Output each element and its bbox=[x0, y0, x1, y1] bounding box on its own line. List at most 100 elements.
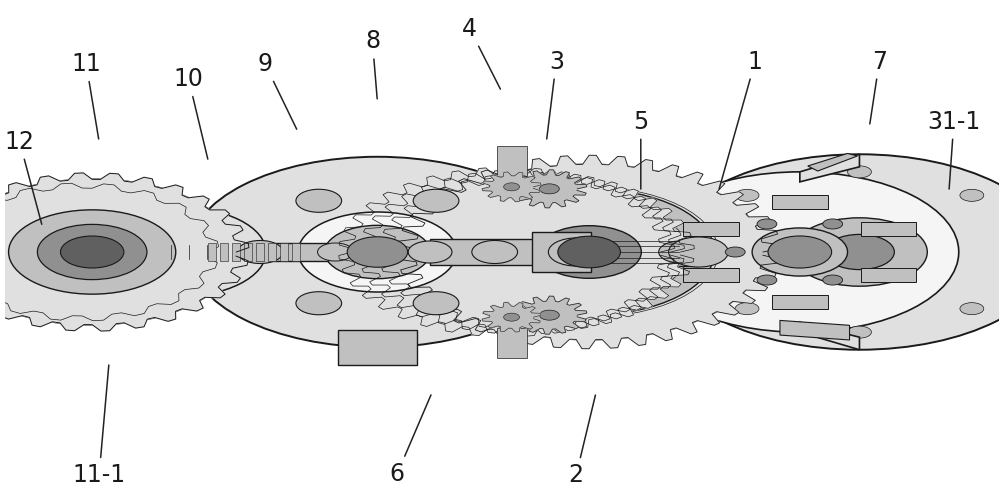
Polygon shape bbox=[512, 170, 587, 208]
Text: 11: 11 bbox=[71, 52, 101, 139]
Circle shape bbox=[87, 207, 266, 297]
Bar bbox=[208, 243, 216, 261]
Circle shape bbox=[0, 179, 236, 325]
Circle shape bbox=[823, 219, 843, 229]
Polygon shape bbox=[800, 154, 859, 182]
Circle shape bbox=[189, 157, 566, 347]
Bar bbox=[683, 268, 739, 282]
Polygon shape bbox=[808, 153, 857, 171]
Circle shape bbox=[669, 237, 728, 267]
Polygon shape bbox=[0, 173, 249, 331]
Bar bbox=[280, 243, 288, 261]
Circle shape bbox=[504, 183, 520, 191]
Circle shape bbox=[298, 212, 457, 292]
Circle shape bbox=[464, 189, 714, 315]
Circle shape bbox=[752, 228, 848, 276]
Text: 1: 1 bbox=[719, 49, 763, 189]
Circle shape bbox=[325, 225, 430, 279]
Polygon shape bbox=[800, 322, 859, 350]
Bar bbox=[430, 239, 541, 265]
Circle shape bbox=[848, 326, 871, 338]
Circle shape bbox=[792, 218, 927, 286]
Circle shape bbox=[666, 154, 1000, 350]
Polygon shape bbox=[512, 296, 587, 334]
Circle shape bbox=[537, 226, 641, 278]
Bar bbox=[497, 328, 527, 358]
Text: 7: 7 bbox=[870, 49, 887, 124]
Circle shape bbox=[472, 240, 518, 264]
Circle shape bbox=[757, 275, 777, 285]
Bar bbox=[268, 243, 276, 261]
Circle shape bbox=[413, 292, 459, 315]
Polygon shape bbox=[102, 207, 177, 297]
Bar bbox=[430, 242, 579, 262]
Polygon shape bbox=[397, 155, 781, 349]
Polygon shape bbox=[339, 167, 674, 337]
Circle shape bbox=[960, 303, 984, 314]
Bar bbox=[681, 241, 800, 263]
Text: 6: 6 bbox=[390, 395, 431, 485]
Bar bbox=[232, 243, 240, 261]
Bar bbox=[772, 295, 828, 309]
Bar bbox=[599, 238, 698, 266]
Circle shape bbox=[659, 241, 702, 263]
Circle shape bbox=[735, 303, 759, 314]
Text: 4: 4 bbox=[462, 17, 500, 89]
Circle shape bbox=[960, 190, 984, 201]
Text: 12: 12 bbox=[5, 130, 42, 224]
Polygon shape bbox=[359, 170, 684, 334]
Circle shape bbox=[0, 190, 193, 314]
Bar bbox=[861, 222, 916, 236]
Text: 3: 3 bbox=[547, 49, 564, 139]
Text: 10: 10 bbox=[174, 67, 208, 159]
Circle shape bbox=[539, 310, 559, 320]
Circle shape bbox=[9, 210, 176, 294]
Circle shape bbox=[318, 243, 353, 261]
Polygon shape bbox=[532, 232, 591, 272]
Polygon shape bbox=[338, 330, 417, 365]
Bar bbox=[497, 146, 527, 176]
Circle shape bbox=[548, 238, 604, 266]
Bar bbox=[189, 243, 328, 261]
Bar bbox=[772, 195, 828, 209]
Text: 2: 2 bbox=[569, 395, 595, 487]
Polygon shape bbox=[482, 172, 541, 202]
Text: 31-1: 31-1 bbox=[927, 110, 981, 189]
Polygon shape bbox=[780, 321, 850, 340]
Bar bbox=[220, 243, 228, 261]
Circle shape bbox=[37, 224, 147, 280]
Bar bbox=[256, 243, 264, 261]
Circle shape bbox=[768, 236, 832, 268]
Circle shape bbox=[725, 247, 745, 257]
Text: 5: 5 bbox=[633, 110, 648, 189]
Bar bbox=[171, 245, 335, 259]
Polygon shape bbox=[482, 302, 541, 332]
Circle shape bbox=[689, 246, 712, 258]
Circle shape bbox=[757, 219, 777, 229]
Circle shape bbox=[413, 189, 459, 212]
Circle shape bbox=[539, 184, 559, 194]
Text: 9: 9 bbox=[258, 52, 297, 129]
Circle shape bbox=[504, 313, 520, 321]
Bar bbox=[683, 222, 739, 236]
Bar bbox=[861, 268, 916, 282]
Polygon shape bbox=[0, 183, 219, 321]
Circle shape bbox=[735, 190, 759, 201]
Circle shape bbox=[641, 172, 959, 332]
Bar bbox=[292, 243, 300, 261]
Text: 8: 8 bbox=[365, 30, 380, 99]
Circle shape bbox=[848, 166, 871, 178]
Circle shape bbox=[415, 164, 763, 340]
Circle shape bbox=[60, 236, 124, 268]
Circle shape bbox=[823, 275, 843, 285]
Bar bbox=[244, 243, 252, 261]
Circle shape bbox=[296, 292, 342, 315]
Circle shape bbox=[408, 241, 452, 263]
Circle shape bbox=[558, 236, 620, 268]
Circle shape bbox=[825, 234, 894, 270]
Polygon shape bbox=[379, 172, 694, 332]
Circle shape bbox=[296, 189, 342, 212]
Circle shape bbox=[347, 237, 408, 267]
Text: 11-1: 11-1 bbox=[73, 365, 126, 487]
Circle shape bbox=[237, 240, 283, 264]
